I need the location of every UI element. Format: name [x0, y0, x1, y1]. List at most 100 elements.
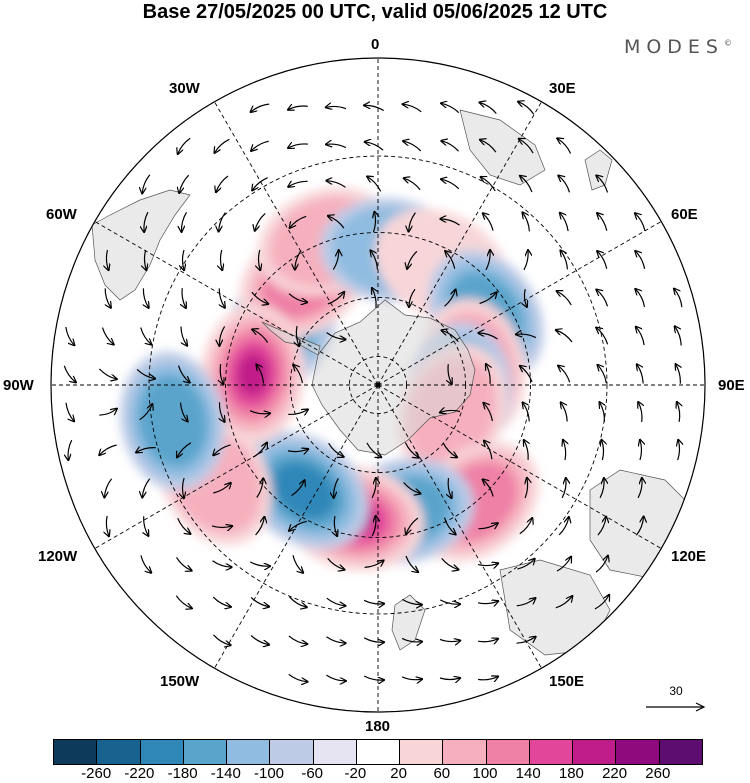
wind-vector-arrow: [561, 403, 568, 422]
wind-vector-arrow: [597, 290, 609, 307]
lon-label-180: 180: [365, 718, 391, 735]
wind-vector-arrow: [251, 140, 269, 151]
wind-vector-arrow: [251, 291, 268, 304]
colorbar-swatch: [400, 740, 444, 764]
wind-vector-arrow: [136, 368, 155, 378]
wind-vector-arrow: [144, 516, 149, 535]
anomaly-contour: [138, 375, 208, 467]
wind-vector-arrow: [101, 327, 114, 345]
wind-vector-arrow: [219, 288, 225, 307]
wind-vector-arrow: [140, 555, 151, 572]
wind-vector-arrow: [144, 249, 146, 270]
wind-vector-arrow: [364, 105, 385, 112]
wind-vector-arrow: [212, 560, 232, 567]
wind-vector-arrow: [406, 517, 419, 534]
colorbar-tick-label: 100: [472, 765, 498, 782]
colorbar-swatch: [356, 740, 401, 764]
wind-vector-arrow: [288, 635, 307, 644]
wind-vector-arrow: [558, 366, 571, 383]
colorbar-tick-labels: -260 -220 -180 -140 -100 -60 -20 20 60 100 140 180 2…: [0, 765, 750, 783]
wind-vector-arrow: [327, 558, 345, 569]
wind-vector-arrow: [477, 601, 498, 603]
colorbar-swatch: [443, 740, 487, 764]
wind-vector-arrow: [215, 138, 230, 152]
wind-vector-arrow: [179, 174, 190, 193]
wind-vector-arrow: [519, 518, 532, 535]
wind-vector-arrow: [636, 289, 646, 308]
wind-vector-arrow: [251, 103, 270, 112]
wind-vector-arrow: [401, 637, 422, 642]
wind-vector-arrow: [136, 448, 156, 453]
meridian-line: [182, 58, 379, 386]
colorbar-swatch: [54, 740, 98, 764]
wind-vector-arrow: [365, 142, 384, 151]
lon-label-120e: 120E: [671, 548, 707, 565]
wind-vector-arrow: [640, 440, 642, 461]
wind-vector-arrow: [523, 250, 528, 271]
wind-vector-arrow: [249, 411, 270, 414]
wind-vector-arrow: [556, 557, 571, 572]
wind-vector-arrow: [219, 212, 226, 232]
wind-vector-arrow: [175, 595, 191, 609]
wind-vector-arrow: [363, 675, 384, 680]
wind-vector-arrow: [403, 141, 422, 152]
wind-vector-arrow: [211, 526, 232, 528]
wind-vector-arrow: [212, 596, 230, 607]
wind-vector-arrow: [597, 517, 606, 536]
wind-vector-arrow: [295, 250, 302, 270]
wind-vector-arrow: [478, 677, 498, 680]
wind-vector-arrow: [334, 515, 337, 536]
colorbar-tick-label: 20: [390, 765, 407, 782]
wind-vector-arrow: [179, 402, 188, 422]
wind-vector-arrow: [288, 106, 308, 110]
lon-label-90w: 90W: [3, 377, 34, 394]
wind-vector-arrow: [364, 561, 384, 568]
colorbar-swatch: [486, 740, 530, 764]
wind-vector-arrow: [175, 557, 192, 570]
wind-vector-arrow: [326, 332, 346, 340]
vector-scale-arrow: [646, 702, 706, 712]
wind-vector-arrow: [220, 364, 223, 384]
wind-vector-arrow: [478, 523, 497, 528]
wind-vector-arrow: [250, 596, 269, 606]
wind-vector-arrow: [143, 288, 148, 307]
wind-vector-arrow: [219, 326, 226, 345]
wind-vector-arrow: [675, 327, 682, 346]
land-masses: [91, 109, 691, 656]
wind-vector-arrow: [65, 402, 74, 421]
wind-vector-arrow: [637, 365, 644, 384]
wind-vector-arrow: [181, 211, 188, 231]
wind-vector-arrow: [517, 559, 534, 570]
wind-vector-arrow: [142, 174, 151, 193]
new-zealand: [391, 594, 426, 651]
wind-vector-arrow: [106, 515, 109, 536]
colorbar-tick-label: -260: [81, 765, 112, 782]
wind-vector-arrow: [326, 106, 347, 108]
lon-label-120w: 120W: [38, 548, 78, 565]
wind-vector-arrow: [288, 293, 307, 303]
colorbar-swatch: [97, 740, 141, 764]
wind-vector-arrow: [602, 440, 604, 461]
wind-vector-arrow: [448, 364, 452, 384]
wind-vector-arrow: [65, 326, 74, 345]
map-title: Base 27/05/2025 00 UTC, valid 05/06/2025…: [142, 1, 608, 23]
wind-vector-arrow: [519, 139, 534, 154]
colorbar-swatch: [616, 740, 660, 764]
wind-vector-arrow: [477, 639, 498, 642]
meridian-line: [377, 384, 574, 712]
wind-vector-arrow: [363, 637, 384, 642]
wind-vector-arrow: [559, 176, 571, 193]
wind-vector-arrow: [486, 364, 490, 384]
colorbar-tick-label: -220: [124, 765, 155, 782]
wind-vector-arrow: [287, 449, 308, 452]
wind-vector-arrow: [409, 212, 416, 232]
wind-vector-arrow: [366, 442, 381, 457]
wind-vector-arrow: [177, 517, 191, 534]
wind-vector-arrow: [182, 477, 184, 498]
wind-vector-arrow: [442, 442, 457, 458]
wind-vector-arrow: [635, 213, 646, 231]
wind-vector-arrow: [256, 479, 263, 498]
wind-vector-arrow: [252, 330, 269, 343]
wind-vector-arrow: [371, 478, 376, 499]
wind-vector-arrow: [525, 478, 528, 499]
